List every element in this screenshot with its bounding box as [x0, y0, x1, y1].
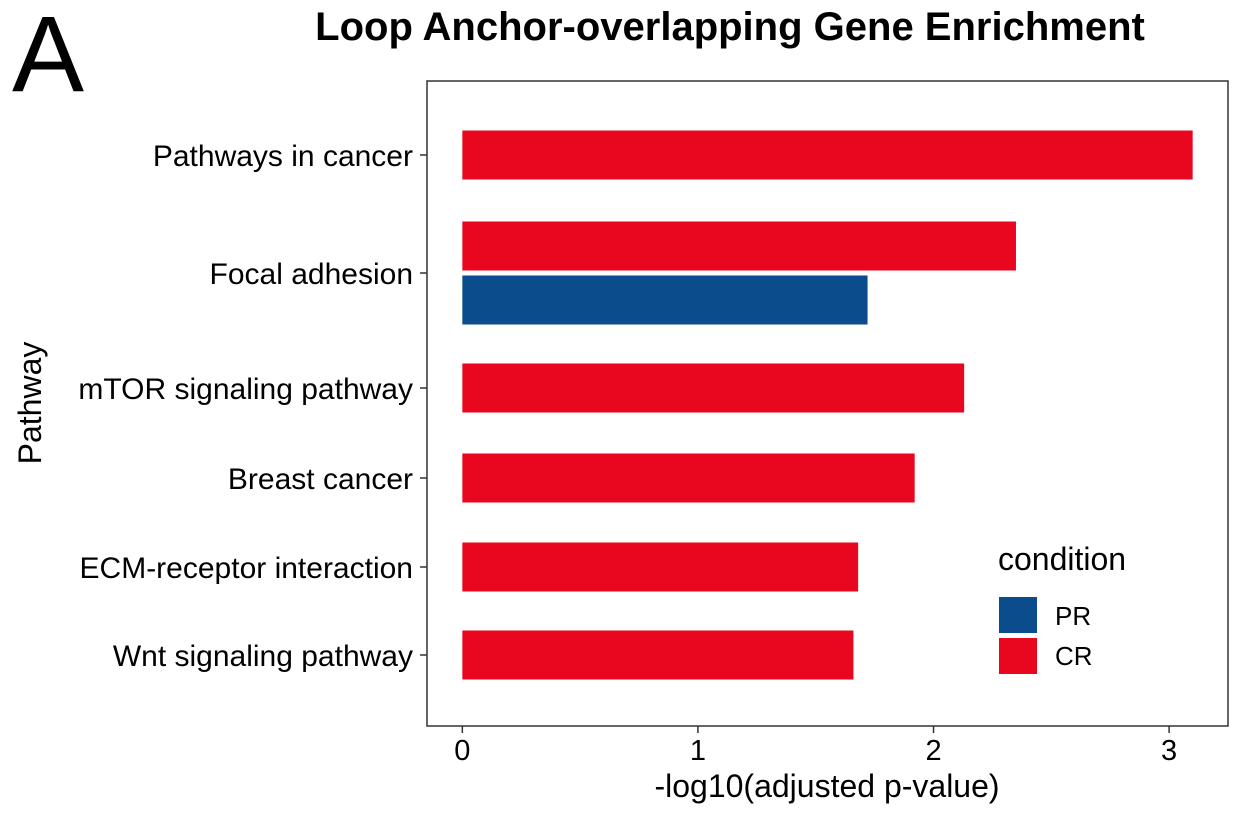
bar-cr-breast-cancer [462, 453, 915, 503]
x-axis-title: -log10(adjusted p-value) [654, 768, 999, 804]
legend-key-pr [999, 597, 1037, 633]
bar-pr-focal-adhesion [462, 275, 868, 325]
bar-cr-mtor-signaling-pathway [462, 363, 965, 413]
legend-key-cr [999, 638, 1037, 674]
x-tick-label-0: 0 [454, 735, 470, 767]
chart-title: Loop Anchor-overlapping Gene Enrichment [315, 5, 1145, 49]
y-tick-label-pathways-in-cancer: Pathways in cancer [153, 140, 413, 173]
legend-label-pr: PR [1055, 601, 1091, 631]
y-tick-label-ecm-receptor-interaction: ECM-receptor interaction [80, 552, 413, 585]
x-tick-label-2: 2 [925, 735, 941, 767]
y-tick-label-wnt-signaling-pathway: Wnt signaling pathway [113, 640, 413, 673]
bars-group [462, 130, 1193, 680]
x-tick-label-3: 3 [1161, 735, 1177, 767]
legend-title: condition [998, 541, 1126, 577]
y-tick-label-breast-cancer: Breast cancer [228, 463, 413, 496]
x-axis: 0 1 2 3 [454, 726, 1177, 767]
plot-panel-border [426, 80, 1229, 727]
y-tick-label-mtor-signaling-pathway: mTOR signaling pathway [78, 373, 413, 406]
bar-cr-wnt-signaling-pathway [462, 630, 854, 680]
panel-label: A [12, 0, 84, 114]
bar-cr-ecm-receptor-interaction [462, 542, 859, 592]
legend: condition PR CR [998, 541, 1126, 674]
y-axis-title: Pathway [12, 342, 48, 465]
y-tick-label-focal-adhesion: Focal adhesion [210, 258, 413, 291]
bar-cr-focal-adhesion [462, 221, 1016, 271]
legend-label-cr: CR [1055, 641, 1093, 671]
bar-cr-pathways-in-cancer [462, 130, 1193, 180]
x-tick-label-1: 1 [690, 735, 706, 767]
y-axis: Pathways in cancer Focal adhesion mTOR sig… [78, 140, 427, 673]
